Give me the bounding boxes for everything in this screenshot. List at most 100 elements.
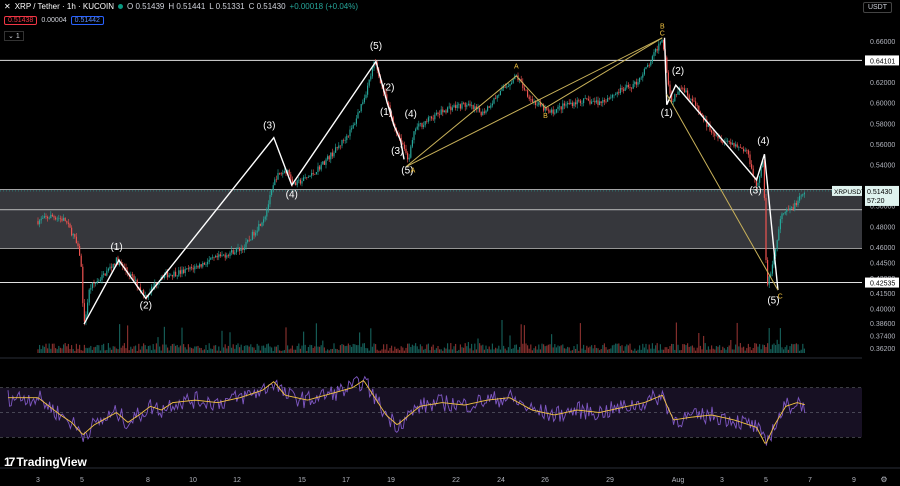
candle-body xyxy=(221,255,223,256)
wave-label-6: (1) xyxy=(380,107,392,118)
volume-bar xyxy=(483,349,485,353)
volume-bar xyxy=(567,346,569,353)
volume-bar xyxy=(541,343,543,353)
volume-bar xyxy=(648,344,650,353)
volume-bar xyxy=(723,348,725,353)
time-tick-15: 7 xyxy=(808,477,812,484)
candle-body xyxy=(421,123,423,127)
price-axis[interactable]: 0.66000 0.64101 0.62000 0.60000 0.58000 0.560… xyxy=(832,0,900,486)
volume-bar xyxy=(600,349,602,353)
candle-body xyxy=(139,287,141,291)
time-tick-7: 19 xyxy=(387,477,395,484)
candle-body xyxy=(216,255,218,258)
candle-body xyxy=(354,123,356,125)
candle-body xyxy=(413,131,415,141)
candle-body xyxy=(695,101,697,106)
candle-body xyxy=(186,268,188,269)
candle-body xyxy=(330,152,332,160)
candle-body xyxy=(306,177,308,178)
candle-body xyxy=(197,265,199,268)
candle-body xyxy=(90,288,92,290)
volume-bar xyxy=(717,346,719,353)
candle-body xyxy=(739,146,741,148)
volume-bar xyxy=(642,343,644,353)
volume-bar xyxy=(771,344,773,353)
candle-body xyxy=(439,114,441,115)
volume-bars xyxy=(37,320,805,353)
candle-body xyxy=(263,219,265,223)
candle-body xyxy=(205,264,207,265)
volume-bar xyxy=(323,347,325,353)
volume-bar xyxy=(219,350,221,353)
volume-bar xyxy=(303,331,305,353)
volume-bar xyxy=(130,346,132,353)
candle-body xyxy=(613,94,615,96)
volume-bar xyxy=(232,344,234,353)
symbol-title[interactable]: XRP / Tether · 1h · KUCOIN xyxy=(14,2,114,11)
candle-body xyxy=(184,268,186,273)
sell-button[interactable]: 0.51438 xyxy=(4,16,38,25)
volume-bar xyxy=(594,344,596,353)
volume-bar xyxy=(719,345,721,353)
rsi-line xyxy=(7,375,806,446)
volume-bar xyxy=(299,348,301,353)
volume-bar xyxy=(744,350,746,353)
candle-body xyxy=(522,82,524,89)
volume-bar xyxy=(152,344,154,353)
volume-bar xyxy=(579,323,581,353)
volume-bar xyxy=(738,346,740,353)
volume-bar xyxy=(448,349,450,353)
volume-bar xyxy=(770,349,772,353)
candle-body xyxy=(674,94,676,102)
candle-body xyxy=(493,98,495,104)
level-tag-bg xyxy=(865,277,899,288)
volume-bar xyxy=(402,347,404,353)
candle-body xyxy=(109,266,111,269)
volume-bar xyxy=(115,348,117,353)
volume-bar xyxy=(463,347,465,353)
ohlc-close: C 0.51430 xyxy=(248,2,286,11)
volume-bar xyxy=(91,349,93,353)
volume-bar xyxy=(664,347,666,353)
volume-bar xyxy=(405,347,407,353)
volume-bar xyxy=(747,343,749,353)
volume-bar xyxy=(471,343,473,353)
candle-body xyxy=(552,109,554,114)
volume-bar xyxy=(741,347,743,353)
volume-bar xyxy=(675,322,677,353)
candle-body xyxy=(483,111,485,113)
volume-bar xyxy=(581,348,583,353)
volume-bar xyxy=(376,349,378,353)
candle-body xyxy=(194,266,196,270)
candle-body xyxy=(451,107,453,111)
volume-bar xyxy=(503,345,505,353)
currency-selector[interactable]: USDT xyxy=(862,2,892,13)
volume-bar xyxy=(195,346,197,353)
volume-bar xyxy=(722,346,724,353)
buy-button[interactable]: 0.51442 xyxy=(70,16,104,25)
volume-bar xyxy=(661,349,663,353)
volume-bar xyxy=(218,346,220,353)
time-axis[interactable]: 3 5 8 10 12 15 17 19 22 24 26 29 Aug 3 5 7 9 ⚙ xyxy=(0,467,900,484)
candle-body xyxy=(749,154,751,165)
volume-bar xyxy=(335,348,337,353)
volume-bar xyxy=(131,348,133,353)
candle-body xyxy=(248,239,250,241)
indicators-toggle[interactable]: ⌄ 1 xyxy=(4,31,24,41)
volume-bar xyxy=(359,332,361,353)
candle-body xyxy=(251,231,253,240)
candle-body xyxy=(226,255,228,258)
volume-bar xyxy=(557,345,559,353)
candle-body xyxy=(365,94,367,98)
candle-body xyxy=(560,106,562,110)
volume-bar xyxy=(279,350,281,353)
candle-body xyxy=(293,182,295,184)
volume-bar xyxy=(50,348,52,353)
price-tick-1: 0.64101 xyxy=(870,58,895,65)
volume-bar xyxy=(415,343,417,353)
volume-bar xyxy=(653,348,655,353)
volume-bar xyxy=(216,350,218,353)
candle-body xyxy=(82,266,84,304)
volume-bar xyxy=(157,337,159,353)
